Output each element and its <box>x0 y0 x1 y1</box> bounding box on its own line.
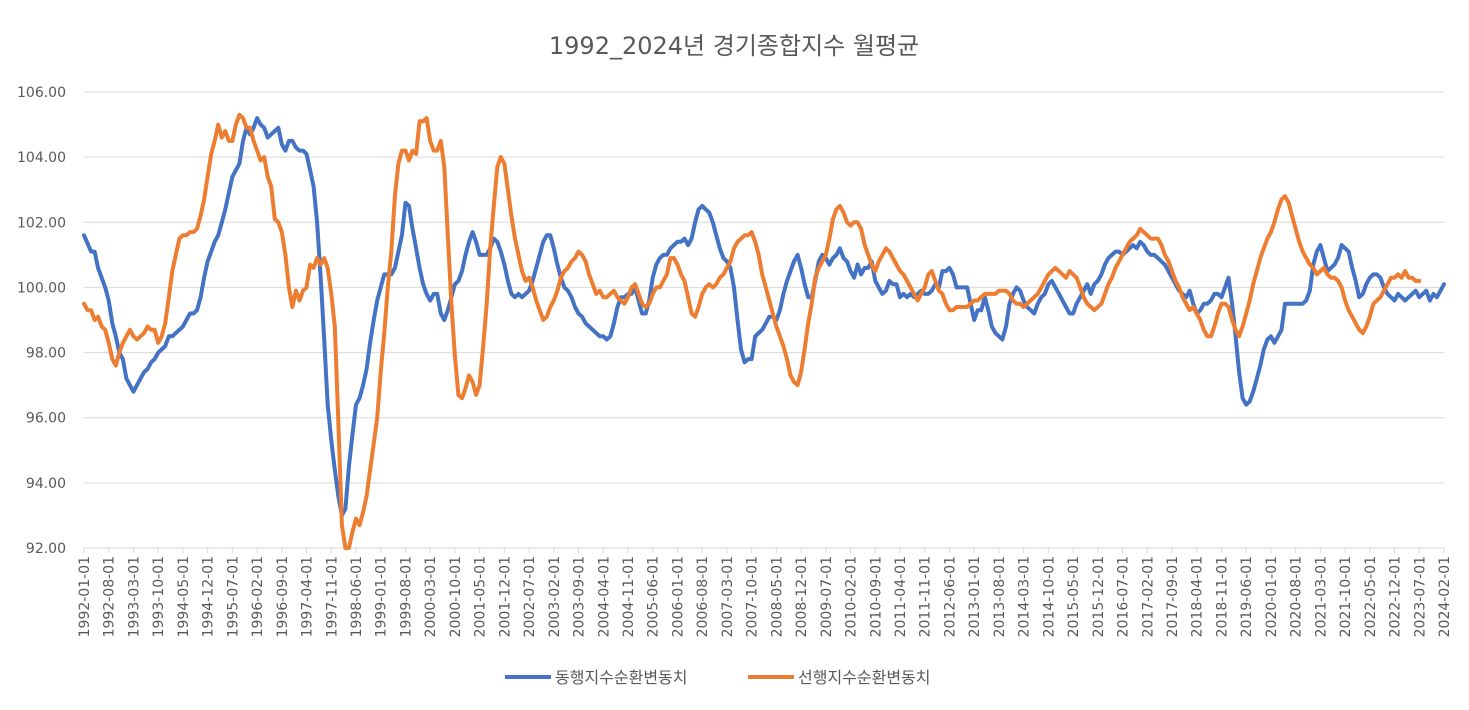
x-tick-label: 2000-03-01 <box>423 556 439 637</box>
x-tick-label: 1996-09-01 <box>275 556 291 637</box>
x-tick-label: 1994-12-01 <box>201 556 217 637</box>
x-tick-label: 2023-07-01 <box>1412 556 1428 637</box>
x-tick-label: 2001-12-01 <box>497 556 513 637</box>
x-tick-label: 2020-08-01 <box>1289 556 1305 637</box>
x-tick-label: 2011-11-01 <box>918 556 934 637</box>
x-tick-label: 2013-01-01 <box>967 556 983 637</box>
series-lines <box>82 112 1446 550</box>
legend-label-2: 선행지수순환변동치 <box>798 668 930 687</box>
x-tick-label: 2021-10-01 <box>1338 556 1354 637</box>
y-tick-label: 104.00 <box>17 150 66 166</box>
chart-title: 1992_2024년 경기종합지수 월평균 <box>549 32 919 60</box>
x-tick-label: 2003-09-01 <box>572 556 588 637</box>
x-tick-label: 1993-03-01 <box>126 556 142 637</box>
x-tick-label: 2009-07-01 <box>819 556 835 637</box>
x-tick-label: 2017-02-01 <box>1140 556 1156 637</box>
x-tick-label: 2007-03-01 <box>720 556 736 637</box>
x-tick-label: 2012-06-01 <box>942 556 958 637</box>
x-tick-label: 1997-04-01 <box>300 556 316 637</box>
x-tick-label: 2001-05-01 <box>473 556 489 637</box>
x-tick-label: 2004-04-01 <box>596 556 612 637</box>
x-tick-label: 2003-02-01 <box>547 556 563 637</box>
y-axis-tick-labels: 92.00 94.00 96.00 98.00 100.00 102.00 104.00 10… <box>17 85 66 557</box>
grid-lines <box>84 91 1444 549</box>
x-tick-label: 1996-02-01 <box>250 556 266 637</box>
x-tick-label: 2006-08-01 <box>695 556 711 637</box>
x-tick-label: 2014-10-01 <box>1041 556 1057 637</box>
series-line-2 <box>82 112 1422 550</box>
x-tick-label: 1999-08-01 <box>398 556 414 637</box>
x-tick-label: 2015-12-01 <box>1091 556 1107 637</box>
x-tick-label: 2022-12-01 <box>1388 556 1404 637</box>
x-tick-label: 2013-08-01 <box>992 556 1008 637</box>
y-tick-label: 98.00 <box>26 346 66 362</box>
x-tick-label: 2002-07-01 <box>522 556 538 637</box>
x-tick-label: 1994-05-01 <box>176 556 192 637</box>
x-tick-label: 1992-01-01 <box>77 556 93 637</box>
y-tick-label: 100.00 <box>17 280 66 296</box>
x-tick-label: 2018-11-01 <box>1214 556 1230 637</box>
x-tick-label: 2014-03-01 <box>1017 556 1033 637</box>
x-tick-label: 2007-10-01 <box>745 556 761 637</box>
x-tick-label: 2010-02-01 <box>844 556 860 637</box>
x-tick-label: 2008-05-01 <box>769 556 785 637</box>
x-tick-label: 2018-04-01 <box>1190 556 1206 637</box>
x-tick-label: 1997-11-01 <box>324 556 340 637</box>
x-tick-label: 2000-10-01 <box>448 556 464 637</box>
x-tick-label: 2021-03-01 <box>1313 556 1329 637</box>
x-tick-label: 2024-02-01 <box>1437 556 1453 637</box>
x-tick-label: 2011-04-01 <box>893 556 909 637</box>
x-tick-label: 1995-07-01 <box>225 556 241 637</box>
x-tick-label: 2004-11-01 <box>621 556 637 637</box>
x-tick-label: 1999-01-01 <box>374 556 390 637</box>
x-tick-label: 1992-08-01 <box>102 556 118 637</box>
x-tick-label: 2010-09-01 <box>868 556 884 637</box>
y-tick-label: 94.00 <box>26 476 66 492</box>
x-tick-label: 2019-06-01 <box>1239 556 1255 637</box>
x-tick-label: 2020-01-01 <box>1264 556 1280 637</box>
y-tick-label: 106.00 <box>17 85 66 101</box>
x-axis-tick-labels: 1992-01-01 1992-08-01 1993-03-01 1993-10-01… <box>77 548 1453 637</box>
x-tick-label: 2005-06-01 <box>646 556 662 637</box>
y-tick-label: 92.00 <box>26 541 66 557</box>
y-tick-label: 96.00 <box>26 411 66 427</box>
x-tick-label: 2008-12-01 <box>794 556 810 637</box>
x-tick-label: 2006-01-01 <box>670 556 686 637</box>
x-tick-label: 2022-05-01 <box>1363 556 1379 637</box>
y-tick-label: 102.00 <box>17 215 66 231</box>
legend: 동행지수순환변동치 선행지수순환변동치 <box>505 668 930 687</box>
x-tick-label: 2016-07-01 <box>1116 556 1132 637</box>
x-tick-label: 2015-05-01 <box>1066 556 1082 637</box>
x-tick-label: 2017-09-01 <box>1165 556 1181 637</box>
x-tick-label: 1998-06-01 <box>349 556 365 637</box>
legend-label-1: 동행지수순환변동치 <box>555 668 687 687</box>
x-tick-label: 1993-10-01 <box>151 556 167 637</box>
